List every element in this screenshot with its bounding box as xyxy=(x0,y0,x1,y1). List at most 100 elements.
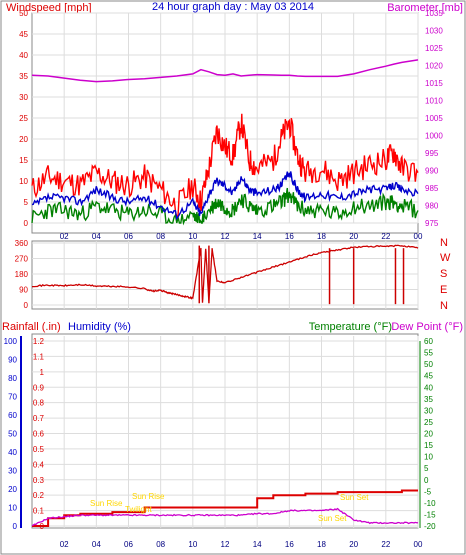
temperature-tick-label: 0 xyxy=(424,476,429,485)
barometer-tick-label: 1010 xyxy=(425,97,443,106)
barometer-tick-label: 995 xyxy=(425,149,439,158)
wind-tick-label: 15 xyxy=(19,156,28,165)
x-tick-label-top: 10 xyxy=(188,232,197,241)
rain-tick-label: 0.5 xyxy=(33,445,45,454)
wind-direction-line xyxy=(31,244,419,303)
x-tick-label-bottom: 02 xyxy=(60,540,69,549)
humidity-tick-label: 90 xyxy=(8,356,17,365)
x-tick-label-bottom: 20 xyxy=(349,540,358,549)
rain-tick-label: 1 xyxy=(40,368,45,377)
tick-labels-layer: 0202040406060808101012121414161618182020… xyxy=(4,9,451,549)
temperature-tick-label: 40 xyxy=(424,383,433,392)
temperature-tick-label: 50 xyxy=(424,360,433,369)
windspeed-label: Windspeed [mph] xyxy=(6,2,92,14)
direction-tick-label: 90 xyxy=(19,286,28,295)
x-tick-label-top: 16 xyxy=(285,232,294,241)
x-tick-label-top: 18 xyxy=(317,232,326,241)
x-tick-label-bottom: 06 xyxy=(124,540,133,549)
x-tick-label-bottom: 10 xyxy=(188,540,197,549)
rain-tick-label: 1.1 xyxy=(33,352,45,361)
compass-label: N xyxy=(440,237,448,249)
x-tick-label-top: 04 xyxy=(92,232,101,241)
humidity-tick-label: 100 xyxy=(4,337,18,346)
rain-tick-label: 0.7 xyxy=(33,414,45,423)
humidity-tick-label: 20 xyxy=(8,485,17,494)
grid-layer xyxy=(32,12,421,528)
humidity-line xyxy=(31,507,419,527)
compass-label: N xyxy=(440,300,448,312)
x-tick-label-bottom: 00 xyxy=(414,540,423,549)
temperature-tick-label: -5 xyxy=(424,487,432,496)
direction-tick-label: 360 xyxy=(15,239,29,248)
direction-tick-label: 180 xyxy=(15,270,29,279)
compass-label: S xyxy=(440,268,447,280)
sun-event-label: Twilight xyxy=(125,505,152,514)
temperature-tick-label: 55 xyxy=(424,349,433,358)
direction-tick-label: 0 xyxy=(24,301,29,310)
wind-tick-label: 20 xyxy=(19,135,28,144)
wind-tick-label: 45 xyxy=(19,30,28,39)
temperature-tick-label: 30 xyxy=(424,406,433,415)
direction-tick-label: 270 xyxy=(15,255,29,264)
x-tick-label-top: 20 xyxy=(349,232,358,241)
x-tick-label-bottom: 14 xyxy=(253,540,262,549)
barometer-label: Barometer [mb] xyxy=(387,2,463,14)
wind-tick-label: 25 xyxy=(19,114,28,123)
x-tick-label-top: 12 xyxy=(221,232,230,241)
humidity-tick-label: 60 xyxy=(8,411,17,420)
rainfall-label: Rainfall (.in) xyxy=(2,321,61,333)
rain-tick-label: 0.8 xyxy=(33,399,45,408)
humidity-tick-label: 50 xyxy=(8,430,17,439)
humidity-tick-label: 80 xyxy=(8,374,17,383)
temperature-tick-label: -10 xyxy=(424,499,436,508)
barometer-tick-label: 1020 xyxy=(425,62,443,71)
x-tick-label-top: 22 xyxy=(381,232,390,241)
barometer-line xyxy=(31,59,419,83)
rain-tick-label: 0.4 xyxy=(33,460,45,469)
x-tick-label-top: 06 xyxy=(124,232,133,241)
barometer-tick-label: 990 xyxy=(425,167,439,176)
rain-tick-label: 0.9 xyxy=(33,383,45,392)
temperature-label: Temperature (°F) xyxy=(309,321,392,333)
wind-tick-label: 40 xyxy=(19,51,28,60)
temperature-tick-label: 35 xyxy=(424,395,433,404)
temperature-tick-label: -15 xyxy=(424,510,436,519)
temperature-tick-label: 10 xyxy=(424,453,433,462)
x-tick-label-top: 02 xyxy=(60,232,69,241)
x-tick-label-top: 00 xyxy=(414,232,423,241)
series-layer xyxy=(31,59,419,527)
barometer-tick-label: 1035 xyxy=(425,9,443,18)
humidity-tick-label: 70 xyxy=(8,393,17,402)
barometer-tick-label: 975 xyxy=(425,219,439,228)
x-tick-label-bottom: 18 xyxy=(317,540,326,549)
wind-gust-line xyxy=(31,113,419,221)
rain-tick-label: 0.6 xyxy=(33,430,45,439)
temperature-tick-label: 25 xyxy=(424,418,433,427)
humidity-tick-label: 0 xyxy=(13,522,18,531)
temperature-tick-label: 20 xyxy=(424,430,433,439)
x-tick-label-bottom: 04 xyxy=(92,540,101,549)
barometer-tick-label: 1030 xyxy=(425,27,443,36)
x-tick-label-bottom: 08 xyxy=(156,540,165,549)
sun-event-label: Sun Set xyxy=(340,493,369,502)
x-tick-label-bottom: 12 xyxy=(221,540,230,549)
rain-tick-label: 0.1 xyxy=(33,507,45,516)
x-tick-label-top: 08 xyxy=(156,232,165,241)
wind-tick-label: 35 xyxy=(19,72,28,81)
temperature-tick-label: 15 xyxy=(424,441,433,450)
wind-low-line xyxy=(31,187,419,226)
sun-event-label: Sun Set xyxy=(318,514,347,523)
humidity-tick-label: 40 xyxy=(8,448,17,457)
rain-tick-label: 0.2 xyxy=(33,491,45,500)
rain-tick-label: 1.2 xyxy=(33,337,45,346)
temperature-tick-label: -20 xyxy=(424,522,436,531)
barometer-tick-label: 980 xyxy=(425,202,439,211)
temperature-tick-label: 5 xyxy=(424,464,429,473)
wind-average-line xyxy=(31,171,419,221)
compass-label: E xyxy=(440,284,447,296)
temperature-tick-label: 45 xyxy=(424,372,433,381)
chart-title: 24 hour graph day : May 03 2014 xyxy=(152,1,314,13)
wind-tick-label: 10 xyxy=(19,177,28,186)
